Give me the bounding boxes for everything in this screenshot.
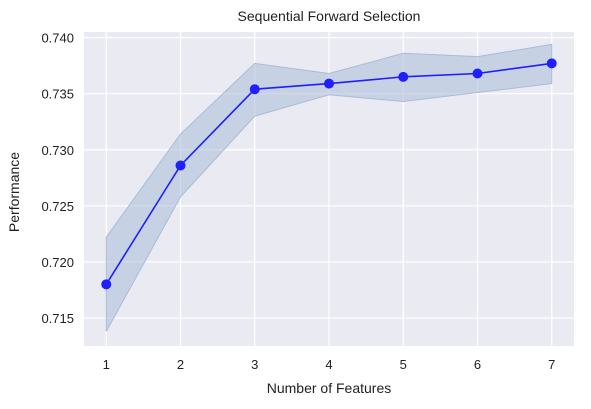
data-point — [398, 71, 409, 82]
y-tick-label: 0.740 — [41, 31, 74, 46]
y-tick-label: 0.720 — [41, 255, 74, 270]
confidence-band — [105, 43, 553, 332]
x-tick-label: 5 — [400, 357, 407, 372]
x-tick-label: 7 — [548, 357, 555, 372]
y-tick-label: 0.730 — [41, 143, 74, 158]
data-point — [249, 84, 260, 95]
chart-title: Sequential Forward Selection — [238, 8, 421, 24]
x-axis-label: Number of Features — [267, 380, 392, 396]
data-point — [101, 279, 112, 290]
y-tick-label: 0.735 — [41, 87, 74, 102]
x-tick-label: 6 — [474, 357, 481, 372]
y-tick-label: 0.725 — [41, 199, 74, 214]
data-points-layer — [101, 58, 557, 290]
data-point — [175, 160, 186, 171]
data-point — [546, 58, 557, 69]
y-axis-label: Performance — [6, 152, 22, 232]
y-tick-labels: 0.715 0.720 0.725 0.730 0.735 0.740 — [41, 31, 74, 326]
x-tick-label: 1 — [103, 357, 110, 372]
data-point — [324, 78, 334, 89]
y-tick-label: 0.715 — [41, 311, 74, 326]
x-tick-label: 2 — [177, 357, 184, 372]
x-tick-label: 3 — [251, 357, 258, 372]
confidence-band-layer — [105, 43, 553, 332]
x-tick-label: 4 — [325, 357, 332, 372]
data-point — [472, 68, 483, 79]
x-tick-labels: 1 2 3 4 5 6 7 — [103, 357, 556, 372]
